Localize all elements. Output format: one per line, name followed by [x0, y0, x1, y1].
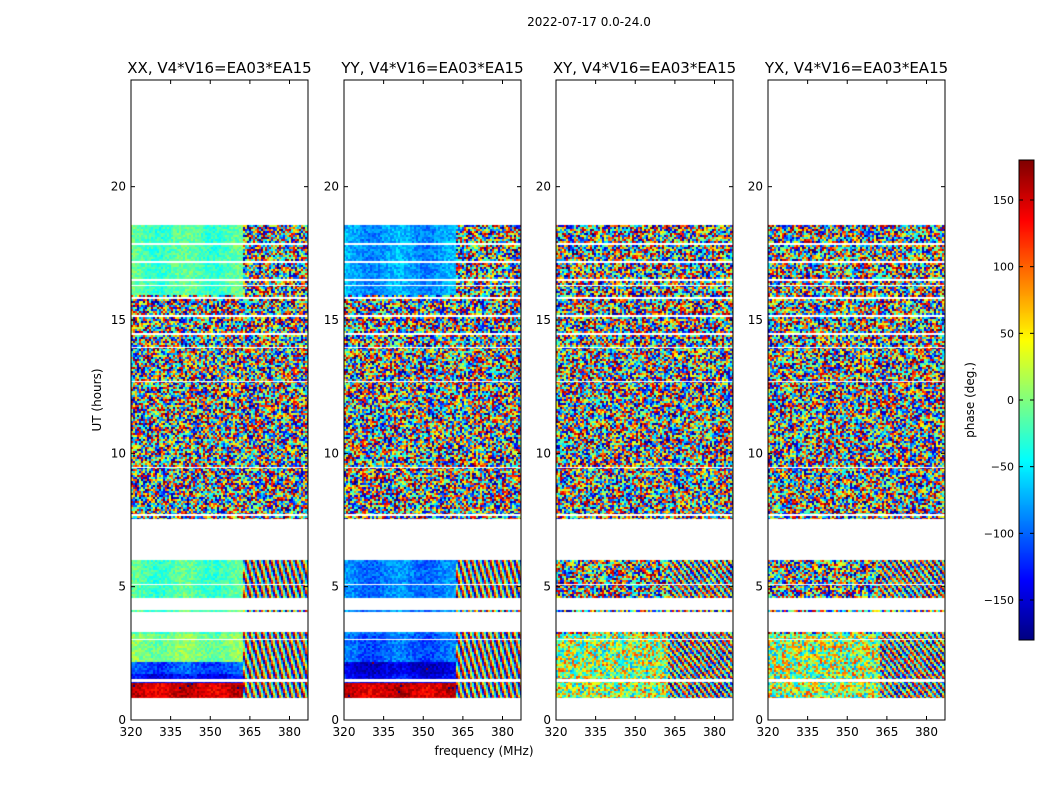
panel-0: XX, V4*V16=EA03*EA15 320 335 350 365 380 0 5 10 1… — [111, 59, 312, 739]
panel-0-xtick-label-0: 320 — [120, 725, 143, 739]
figure-suptitle: 2022-07-17 0.0-24.0 — [527, 15, 651, 29]
panel-0-heatmap — [131, 80, 308, 720]
panel-0-xtick-label-1: 335 — [159, 725, 182, 739]
panel-3-xtick-label-3: 365 — [875, 725, 898, 739]
colorbar: −150 −100 −50 0 50 100 150 — [984, 159, 1035, 641]
panel-2-heatmap-canvas — [556, 80, 733, 720]
panel-3-xtick-label-1: 335 — [796, 725, 819, 739]
panel-3-ytick-label-1: 5 — [755, 580, 763, 594]
panel-0-ytick-label-1: 5 — [118, 580, 126, 594]
panel-3-ytick-label-0: 0 — [755, 713, 763, 727]
panel-0-xtick-label-4: 380 — [278, 725, 301, 739]
colorbar-gradient — [1019, 160, 1034, 640]
panel-0-ytick-label-3: 15 — [111, 313, 126, 327]
panel-0-ytick-label-2: 10 — [111, 446, 126, 460]
panel-1-ytick-label-3: 15 — [324, 313, 339, 327]
panel-1: YY, V4*V16=EA03*EA15 320 335 350 365 380 0 5 10 1… — [324, 59, 524, 739]
panel-0-ytick-label-4: 20 — [111, 180, 126, 194]
panel-1-ytick-label-0: 0 — [331, 713, 339, 727]
panel-3-ytick-label-3: 15 — [748, 313, 763, 327]
colorbar-tick-label-3: 0 — [1007, 394, 1014, 407]
panel-2-heatmap — [556, 80, 733, 720]
panel-0-ytick-label-0: 0 — [118, 713, 126, 727]
panel-3-xtick-label-2: 350 — [836, 725, 859, 739]
panel-0-xtick-label-2: 350 — [199, 725, 222, 739]
colorbar-tick-label-5: 100 — [993, 261, 1014, 274]
panel-1-frame — [343, 79, 522, 721]
panel-0-frame — [130, 79, 309, 721]
colorbar-tick-label-1: −100 — [984, 527, 1014, 540]
panel-1-ytick-label-4: 20 — [324, 180, 339, 194]
panel-1-xtick-label-0: 320 — [333, 725, 356, 739]
panel-1-ytick-label-1: 5 — [331, 580, 339, 594]
colorbar-tick-label-6: 150 — [993, 194, 1014, 207]
panel-2-ytick-label-3: 15 — [536, 313, 551, 327]
panel-3-xtick-label-4: 380 — [915, 725, 938, 739]
panel-3-ytick-label-2: 10 — [748, 446, 763, 460]
colorbar-tick-label-4: 50 — [1000, 327, 1014, 340]
panel-1-ytick-label-2: 10 — [324, 446, 339, 460]
panel-2-frame — [555, 79, 734, 721]
panel-2-xtick-label-3: 365 — [663, 725, 686, 739]
panel-1-xtick-label-4: 380 — [491, 725, 514, 739]
panel-1-title: YY, V4*V16=EA03*EA15 — [340, 59, 523, 77]
panel-3-heatmap — [768, 80, 945, 720]
panel-2-ytick-label-2: 10 — [536, 446, 551, 460]
panel-0-xtick-label-3: 365 — [238, 725, 261, 739]
panel-3-frame — [767, 79, 946, 721]
colorbar-tick-label-0: −150 — [984, 594, 1014, 607]
panel-2-xtick-label-0: 320 — [545, 725, 568, 739]
x-axis-label: frequency (MHz) — [434, 744, 533, 758]
panel-2-ytick-label-0: 0 — [543, 713, 551, 727]
y-axis-label: UT (hours) — [90, 368, 104, 431]
panel-1-xtick-label-2: 350 — [412, 725, 435, 739]
colorbar-tick-label-2: −50 — [991, 461, 1014, 474]
panel-0-title: XX, V4*V16=EA03*EA15 — [127, 59, 311, 77]
panel-3-heatmap-canvas — [768, 80, 945, 720]
panel-2-ytick-label-1: 5 — [543, 580, 551, 594]
panel-2-xtick-label-2: 350 — [624, 725, 647, 739]
panel-3-xtick-label-0: 320 — [757, 725, 780, 739]
panel-2-title: XY, V4*V16=EA03*EA15 — [553, 59, 736, 77]
panel-3-title: YX, V4*V16=EA03*EA15 — [764, 59, 948, 77]
panel-3-ytick-label-4: 20 — [748, 180, 763, 194]
panels-group: XX, V4*V16=EA03*EA15 320 335 350 365 380 0 5 10 1… — [111, 59, 948, 739]
panel-1-heatmap — [344, 80, 521, 720]
colorbar-canvas — [1019, 160, 1034, 640]
panel-2-xtick-label-1: 335 — [584, 725, 607, 739]
panel-2-xtick-label-4: 380 — [703, 725, 726, 739]
panel-1-heatmap-canvas — [344, 80, 521, 720]
panel-2-ytick-label-4: 20 — [536, 180, 551, 194]
panel-0-heatmap-canvas — [131, 80, 308, 720]
colorbar-label: phase (deg.) — [963, 362, 977, 438]
panel-1-xtick-label-1: 335 — [372, 725, 395, 739]
panel-1-xtick-label-3: 365 — [451, 725, 474, 739]
panel-3: YX, V4*V16=EA03*EA15 320 335 350 365 380 0 5 10 1… — [748, 59, 948, 739]
panel-2: XY, V4*V16=EA03*EA15 320 335 350 365 380 0 5 10 1… — [536, 59, 736, 739]
